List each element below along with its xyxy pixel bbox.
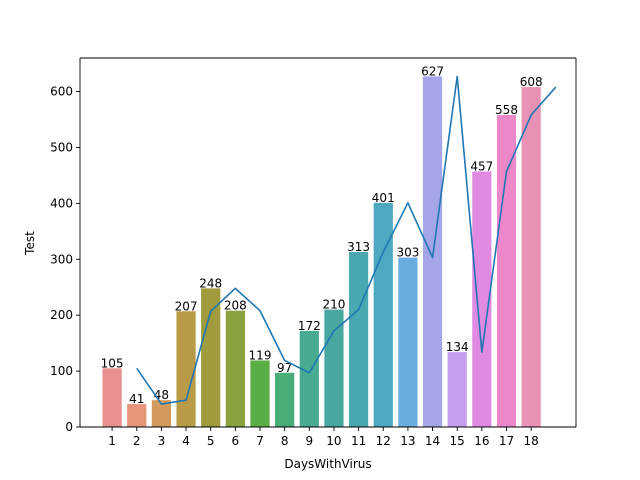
bar-label-10: 210 (322, 298, 345, 312)
bar-5 (201, 288, 221, 427)
series-line (136, 75, 557, 405)
y-ticks: 0 100 200 300 400 500 600 (50, 85, 80, 434)
x-tick-label-11: 11 (351, 434, 366, 448)
bar-18 (521, 87, 541, 427)
x-tick-label-4: 4 (182, 434, 190, 448)
bar-6 (225, 310, 245, 427)
bar-label-4: 207 (175, 299, 198, 313)
y-tick-label-300: 300 (50, 252, 73, 266)
x-tick-label-6: 6 (232, 434, 240, 448)
bar-label-16: 457 (470, 160, 493, 174)
bar-label-17: 558 (495, 103, 518, 117)
bar-label-11: 313 (347, 240, 370, 254)
line-layer (136, 75, 557, 405)
bar-label-6: 208 (224, 299, 247, 313)
x-tick-label-13: 13 (400, 434, 415, 448)
bar-label-15: 134 (446, 340, 469, 354)
bar-label-18: 608 (520, 75, 543, 89)
x-tick-label-14: 14 (425, 434, 440, 448)
bar-label-1: 105 (101, 356, 124, 370)
bar-3 (151, 400, 171, 427)
bar-10 (324, 309, 344, 427)
x-tick-label-5: 5 (207, 434, 215, 448)
bar-label-13: 303 (396, 246, 419, 260)
bar-12 (373, 202, 393, 427)
y-tick-label-600: 600 (50, 85, 73, 99)
bar-label-12: 401 (372, 191, 395, 205)
y-tick-label-100: 100 (50, 364, 73, 378)
x-tick-label-7: 7 (256, 434, 264, 448)
x-tick-label-3: 3 (158, 434, 166, 448)
x-tick-label-17: 17 (499, 434, 514, 448)
bar-4 (176, 311, 196, 427)
bar-label-14: 627 (421, 64, 444, 78)
x-tick-label-16: 16 (474, 434, 489, 448)
y-tick-label-0: 0 (65, 420, 73, 434)
bar-label-7: 119 (249, 348, 272, 362)
bar-1 (102, 368, 122, 427)
bar-label-8: 97 (277, 361, 292, 375)
x-axis-label: DaysWithVirus (284, 457, 371, 471)
y-tick-label-500: 500 (50, 140, 73, 154)
bar-16 (472, 171, 492, 427)
x-tick-label-8: 8 (281, 434, 289, 448)
x-ticks: 1 2 3 4 5 6 7 8 9 10 11 12 13 14 15 16 17 18 (108, 427, 539, 448)
bar-15 (447, 352, 467, 427)
y-axis-label: Test (23, 231, 37, 256)
bar-9 (299, 330, 319, 427)
bar-2 (127, 404, 147, 427)
axes (79, 57, 577, 428)
y-tick-label-400: 400 (50, 196, 73, 210)
x-tick-label-10: 10 (326, 434, 341, 448)
bar-13 (398, 257, 418, 427)
bar-label-2: 41 (129, 392, 144, 406)
x-tick-label-15: 15 (450, 434, 465, 448)
x-tick-label-12: 12 (376, 434, 391, 448)
bar-7 (250, 360, 270, 427)
bar-11 (349, 252, 369, 427)
x-tick-label-2: 2 (133, 434, 141, 448)
x-tick-label-18: 18 (524, 434, 539, 448)
bar-17 (496, 115, 517, 427)
bar-label-5: 248 (199, 276, 222, 290)
x-tick-label-9: 9 (305, 434, 313, 448)
y-tick-label-200: 200 (50, 308, 73, 322)
x-tick-label-1: 1 (108, 434, 116, 448)
bar-8 (275, 372, 295, 427)
bar-label-9: 172 (298, 319, 321, 333)
